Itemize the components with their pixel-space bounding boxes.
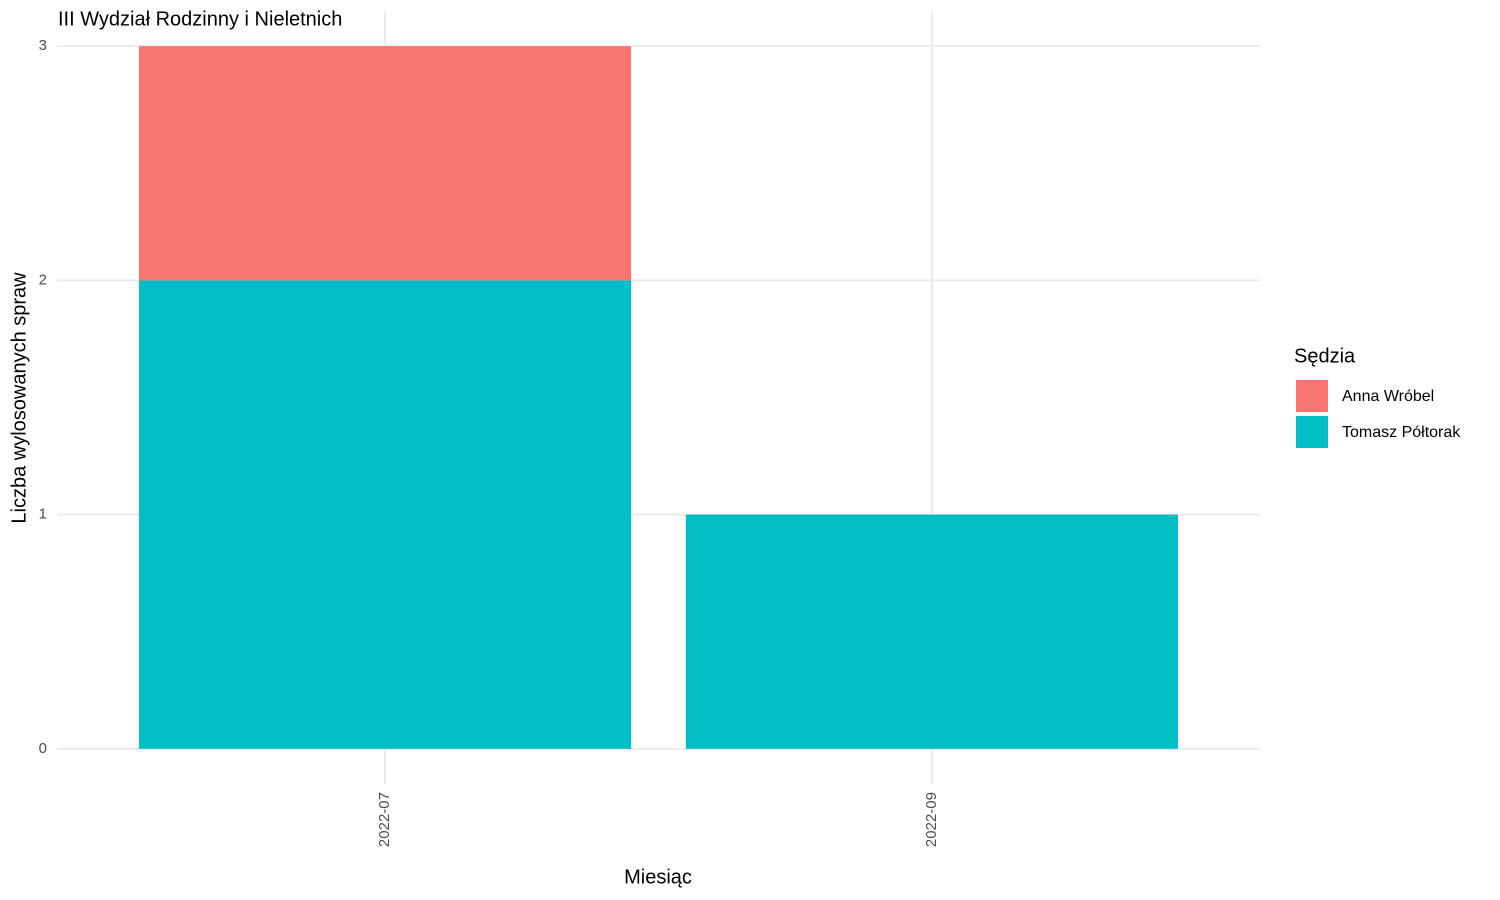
bars — [139, 46, 1178, 749]
x-tick-label: 2022-09 — [923, 792, 940, 847]
legend-label: Anna Wróbel — [1342, 388, 1434, 405]
y-tick-label: 3 — [39, 37, 47, 54]
y-tick-label: 2 — [39, 271, 47, 288]
y-tick-label: 1 — [39, 506, 47, 523]
legend-swatch — [1296, 380, 1328, 412]
y-tick-label: 0 — [39, 740, 47, 757]
bar-segment — [139, 280, 632, 749]
legend-swatch — [1296, 416, 1328, 448]
x-axis-title: Miesiąc — [624, 866, 692, 888]
x-tick-label: 2022-07 — [376, 792, 393, 847]
legend: Anna Wróbel Tomasz Półtorak — [1296, 380, 1461, 448]
legend-title: Sędzia — [1294, 345, 1356, 367]
bar-segment — [685, 514, 1178, 749]
y-axis-title: Liczba wylosowanych spraw — [8, 272, 30, 524]
legend-label: Tomasz Półtorak — [1342, 424, 1461, 441]
chart-title: III Wydział Rodzinny i Nieletnich — [58, 8, 342, 30]
bar-segment — [139, 46, 632, 281]
